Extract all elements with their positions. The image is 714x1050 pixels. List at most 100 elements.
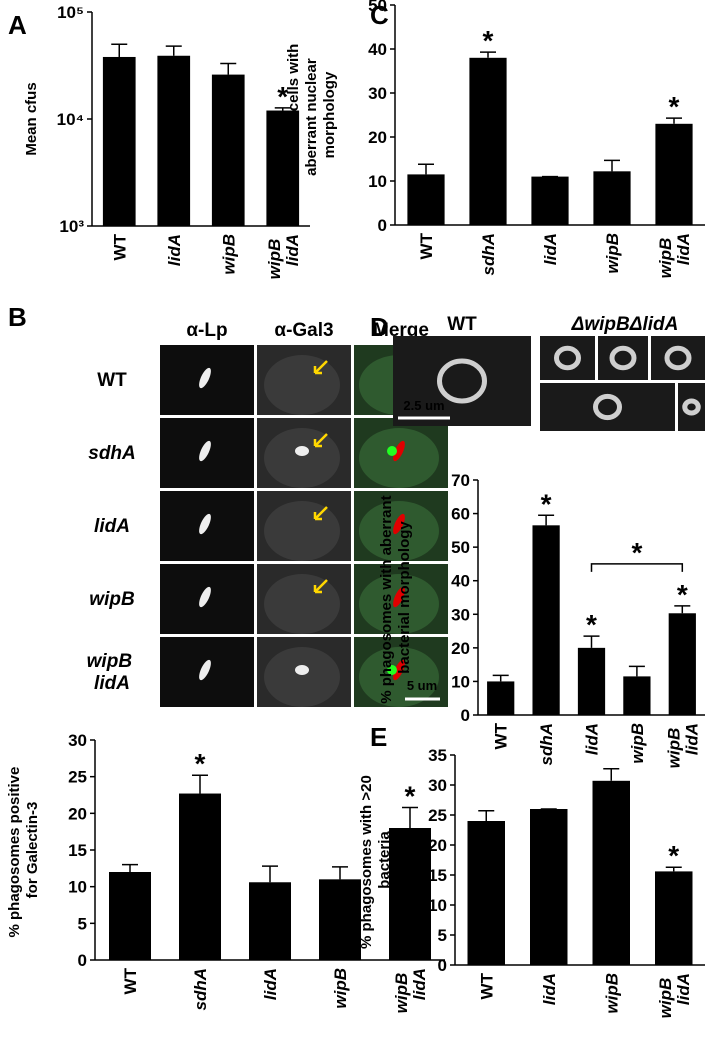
x-tick-label: wipB <box>602 973 621 1014</box>
x-tick-label: sdhA <box>191 968 210 1011</box>
error-bar <box>538 514 555 526</box>
error-bar <box>480 51 496 58</box>
error-bar <box>478 810 495 821</box>
bar <box>102 56 136 227</box>
y-tick-label: 0 <box>378 216 387 235</box>
y-tick-label: 5 <box>438 926 447 945</box>
y-tick-label: 0 <box>78 951 87 970</box>
x-tick-label: wipB lidA <box>656 973 693 1018</box>
significance-mark: * <box>277 81 288 112</box>
error-bar <box>665 866 682 872</box>
bar <box>530 809 568 965</box>
bar <box>249 882 291 960</box>
y-tick-label: 70 <box>451 471 470 490</box>
error-bar <box>274 107 291 111</box>
significance-mark: * <box>668 840 679 871</box>
row-label: lidA <box>94 516 130 537</box>
bar <box>157 55 191 226</box>
cell-outline <box>264 428 340 488</box>
column-header: α-Gal3 <box>274 320 333 341</box>
bacterium <box>437 358 487 404</box>
y-tick-label: 20 <box>428 836 447 855</box>
significance-mark: * <box>586 609 597 640</box>
y-tick-label: 30 <box>451 605 470 624</box>
x-tick-label: lidA <box>165 234 184 266</box>
x-tick-label: wipB <box>603 233 622 274</box>
bacterium <box>295 446 309 456</box>
row-label: WT <box>97 370 127 391</box>
y-tick-label: 50 <box>451 538 470 557</box>
significance-mark: * <box>405 780 416 811</box>
bacterium <box>393 659 405 681</box>
error-bar <box>122 863 138 872</box>
y-tick-label: 10 <box>68 878 87 897</box>
bacterium <box>199 513 211 535</box>
x-tick-label: WT <box>121 967 140 994</box>
bar <box>211 74 245 226</box>
x-tick-label: WT <box>417 232 436 259</box>
bar <box>593 171 631 225</box>
error-bar <box>628 665 645 677</box>
y-tick-label: 20 <box>451 639 470 658</box>
bacterium <box>609 345 637 371</box>
bar <box>623 676 651 715</box>
bacterium <box>199 440 211 462</box>
y-tick-label: 30 <box>368 84 387 103</box>
y-tick-label: 40 <box>451 572 470 591</box>
cell-outline <box>264 355 340 415</box>
x-tick-label: lidA <box>541 233 560 265</box>
bacterium <box>393 440 405 462</box>
bar <box>319 879 361 960</box>
panel-label: C <box>370 0 389 30</box>
cell-outline <box>264 574 340 634</box>
micrograph <box>651 336 705 380</box>
bar <box>407 174 445 225</box>
arrow <box>313 579 328 594</box>
bacterium <box>199 586 211 608</box>
x-tick-label: wipB <box>219 234 238 275</box>
error-bar <box>583 635 600 648</box>
x-tick-label: sdhA <box>537 723 556 766</box>
y-tick-label: 30 <box>428 776 447 795</box>
bacterium <box>387 446 397 456</box>
bar <box>531 176 569 225</box>
significance-mark: * <box>669 91 680 122</box>
row-label: wipB <box>89 589 135 610</box>
panel-label: B <box>8 302 27 332</box>
error-bar <box>492 674 509 682</box>
y-axis-label: % phagosomes with >20 bacteria <box>358 771 393 949</box>
column-header: Merge <box>373 320 429 341</box>
y-axis-label: Mean cfus <box>23 82 40 155</box>
y-tick-label: 15 <box>428 866 447 885</box>
bacterium <box>664 345 692 371</box>
x-tick-label: wipB lidA <box>392 968 429 1013</box>
y-tick-label: 0 <box>438 956 447 975</box>
y-tick-label: 20 <box>68 804 87 823</box>
arrow <box>313 433 328 448</box>
error-bar <box>165 45 182 56</box>
y-tick-label: 10⁵ <box>57 3 84 22</box>
column-header: α-Lp <box>186 320 227 341</box>
bacterium <box>593 393 622 421</box>
bar <box>469 57 507 225</box>
micrograph <box>598 336 648 380</box>
bacterium <box>199 367 211 389</box>
y-tick-label: 60 <box>451 505 470 524</box>
significance-mark: * <box>541 488 552 519</box>
y-tick-label: 40 <box>368 40 387 59</box>
x-tick-label: wipB <box>628 723 647 764</box>
bar <box>179 793 221 960</box>
x-tick-label: lidA <box>540 973 559 1005</box>
micrograph <box>393 336 531 426</box>
error-bar <box>603 768 620 781</box>
y-axis-label: % phagosomes with aberrant bacterial mor… <box>378 491 413 704</box>
y-tick-label: 0 <box>461 706 470 725</box>
x-tick-label: lidA <box>261 968 280 1000</box>
y-tick-label: 10 <box>451 672 470 691</box>
error-bar <box>262 865 278 883</box>
bar <box>467 821 505 965</box>
x-tick-label: wipB lidA <box>656 233 693 278</box>
y-tick-label: 50 <box>368 0 387 15</box>
bar <box>389 828 431 960</box>
